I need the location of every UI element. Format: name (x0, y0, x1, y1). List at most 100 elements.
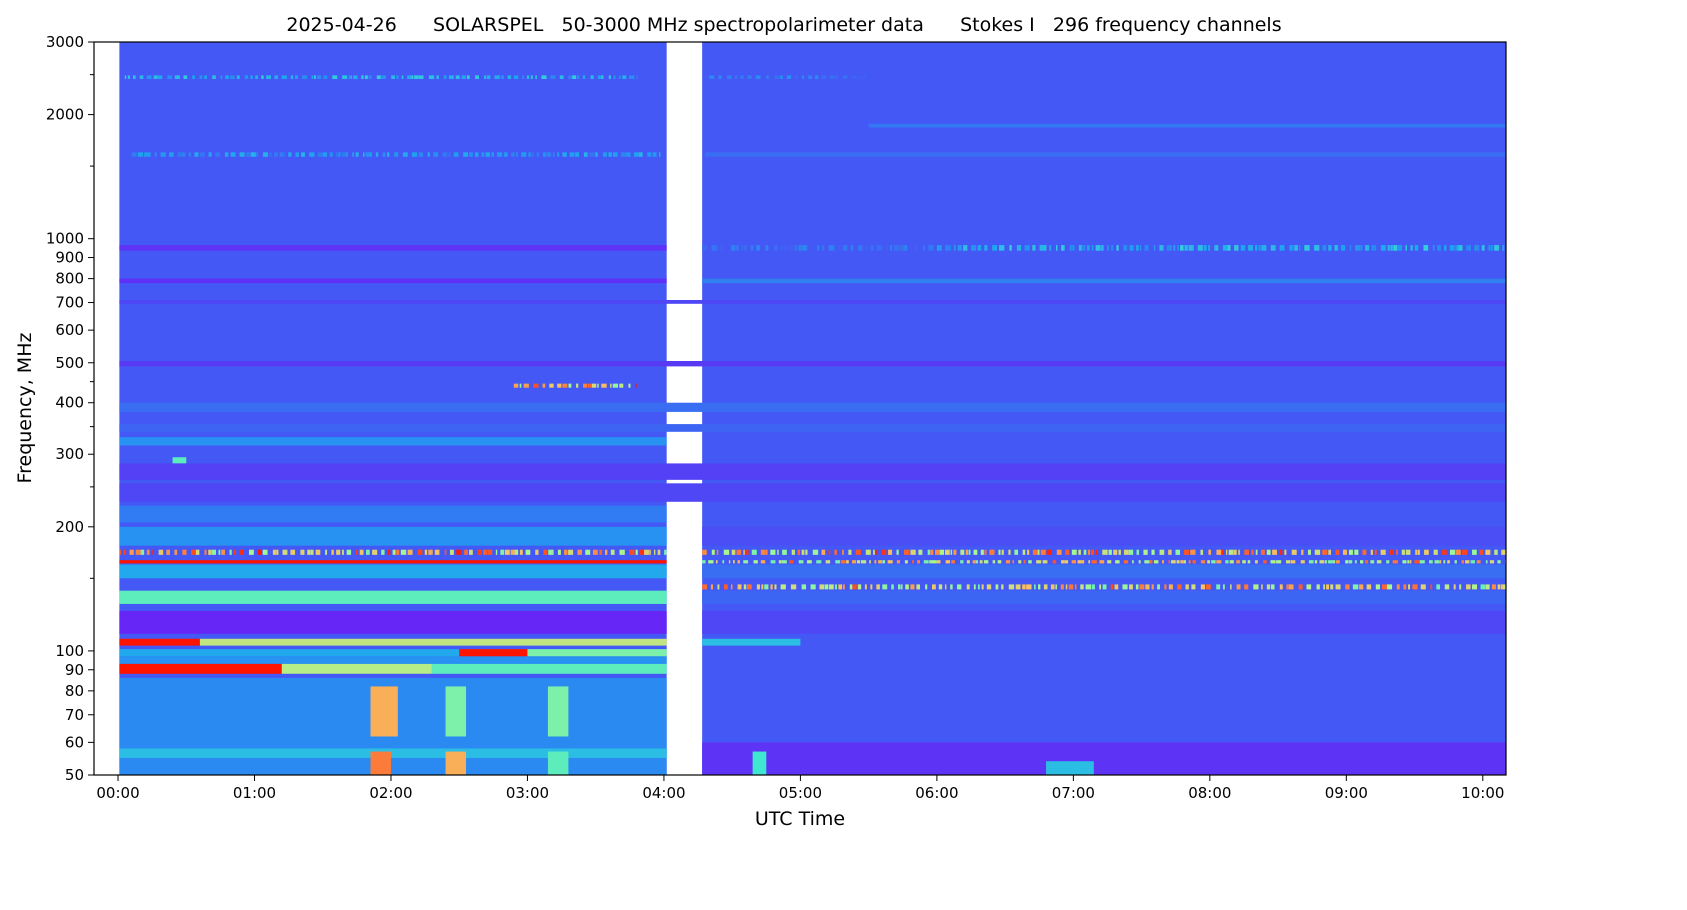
spectral-feature-segment (583, 383, 588, 388)
spectral-feature-segment (1145, 584, 1150, 590)
spectral-feature (445, 751, 467, 775)
spectral-feature-segment (1153, 245, 1156, 251)
spectral-feature-segment (1071, 560, 1076, 564)
spectral-feature-segment (882, 560, 886, 564)
spectral-feature-segment (519, 383, 522, 388)
spectral-feature-segment (1065, 549, 1070, 555)
spectral-feature-segment (1420, 584, 1426, 590)
spectral-feature-segment (1376, 560, 1382, 564)
spectral-feature-segment (929, 560, 932, 564)
spectral-feature-segment (317, 152, 323, 157)
spectral-feature-segment (1314, 245, 1320, 251)
spectral-feature-segment (1308, 560, 1314, 564)
spectral-feature-segment (129, 549, 134, 555)
spectral-feature-segment (322, 152, 328, 157)
spectral-feature-segment (740, 245, 744, 251)
spectral-feature-segment (577, 549, 583, 555)
spectral-feature-segment (798, 560, 804, 564)
spectral-feature-segment (1107, 245, 1110, 251)
spectral-feature-segment (381, 549, 385, 555)
spectral-feature-segment (842, 549, 844, 555)
spectral-feature-segment (765, 75, 770, 79)
spectral-feature-segment (1288, 584, 1294, 590)
spectral-feature-segment (1233, 549, 1237, 555)
spectral-feature-segment (1419, 560, 1425, 564)
spectral-feature-segment (1222, 584, 1225, 590)
spectral-feature-segment (1069, 245, 1075, 251)
spectral-feature-segment (443, 75, 447, 79)
spectral-feature-segment (290, 75, 294, 79)
spectral-feature-segment (1300, 560, 1305, 564)
spectral-feature (702, 610, 1506, 634)
spectral-feature-segment (414, 75, 419, 79)
spectral-feature-segment (875, 549, 877, 555)
spectral-feature-segment (375, 152, 379, 157)
spectral-feature (702, 742, 1506, 775)
spectral-feature-segment (1225, 560, 1229, 564)
spectral-feature-segment (1091, 560, 1097, 564)
spectral-feature-segment (869, 245, 875, 251)
spectral-feature-segment (146, 75, 152, 79)
spectral-feature-segment (568, 549, 574, 555)
spectral-feature-segment (203, 75, 208, 79)
spectral-feature-segment (1088, 560, 1091, 564)
spectral-feature-segment (1349, 245, 1352, 251)
spectral-feature-segment (1485, 560, 1488, 564)
spectral-feature-segment (828, 245, 833, 251)
spectral-feature-segment (805, 549, 808, 555)
spectral-feature-segment (998, 549, 1001, 555)
spectral-feature-segment (1164, 584, 1167, 590)
spectral-feature-segment (1116, 245, 1119, 251)
spectral-feature-segment (355, 549, 358, 555)
spectral-feature-segment (1439, 560, 1442, 564)
spectral-feature-segment (496, 152, 503, 157)
spectral-feature-segment (281, 75, 287, 79)
spectral-feature-segment (563, 549, 568, 555)
spectral-feature-segment (1049, 245, 1051, 251)
spectral-feature-segment (1258, 245, 1262, 251)
spectral-feature-segment (364, 75, 368, 79)
spectral-feature-segment (562, 383, 568, 388)
spectral-feature-segment (1240, 245, 1246, 251)
spectral-feature-segment (466, 75, 470, 79)
spectral-feature-segment (716, 549, 719, 555)
spectral-feature-segment (380, 75, 386, 79)
spectral-feature-segment (636, 75, 638, 79)
spectral-feature-segment (1432, 245, 1435, 251)
spectral-feature-segment (359, 549, 364, 555)
spectral-feature-segment (1123, 549, 1129, 555)
spectral-feature-segment (770, 560, 776, 564)
spectral-feature-segment (968, 549, 971, 555)
spectral-feature-segment (720, 245, 723, 251)
spectral-feature-segment (852, 584, 857, 590)
spectral-feature-segment (417, 549, 423, 555)
spectral-feature-segment (391, 75, 395, 79)
spectral-feature-segment (1441, 549, 1447, 555)
spectral-feature-segment (825, 560, 831, 564)
spectral-feature-segment (801, 549, 805, 555)
spectral-feature-segment (744, 245, 747, 251)
spectral-feature-segment (885, 245, 890, 251)
spectral-feature-segment (992, 245, 998, 251)
spectral-feature-segment (1260, 549, 1265, 555)
spectral-feature-segment (158, 549, 164, 555)
x-tick-label: 06:00 (915, 784, 958, 802)
spectral-feature-segment (255, 75, 258, 79)
spectral-feature-segment (657, 549, 661, 555)
spectral-feature-segment (411, 75, 414, 79)
spectral-feature-segment (1292, 245, 1295, 251)
spectral-feature-segment (250, 152, 256, 157)
spectral-feature (704, 152, 1506, 157)
spectral-feature-segment (901, 584, 903, 590)
spectral-feature-segment (925, 584, 928, 590)
spectral-feature-segment (1494, 245, 1500, 251)
spectral-feature-segment (715, 560, 718, 564)
spectral-feature-segment (869, 560, 871, 564)
spectral-feature-segment (192, 75, 196, 79)
spectral-feature-segment (723, 584, 728, 590)
spectral-feature-segment (597, 383, 599, 388)
spectral-feature-segment (753, 560, 758, 564)
spectral-feature-segment (1183, 549, 1190, 555)
spectral-feature-segment (1222, 245, 1228, 251)
